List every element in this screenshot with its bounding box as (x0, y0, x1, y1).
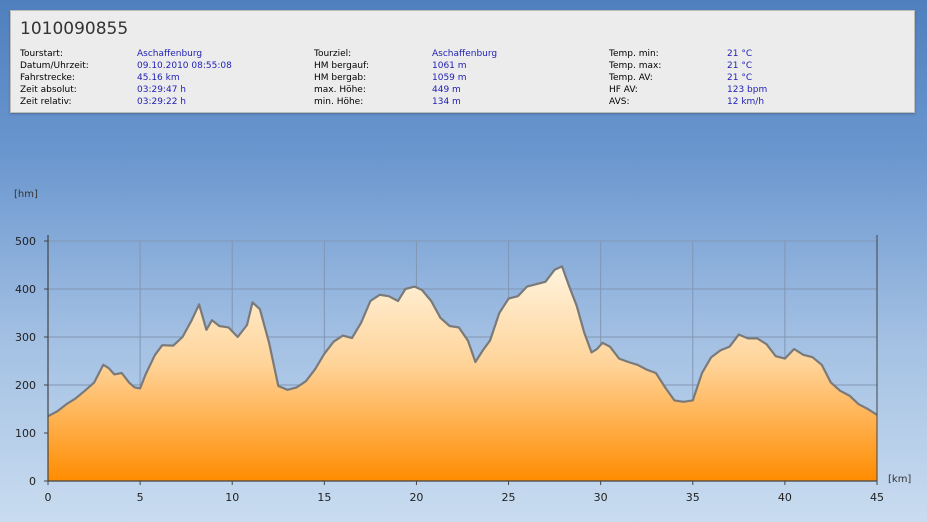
info-label-min-hoehe: min. Höhe: (314, 97, 364, 107)
info-value-tourziel: Aschaffenburg (432, 49, 498, 59)
y-tick-label: 400 (15, 283, 36, 296)
info-label-tourziel: Tourziel: (314, 49, 352, 59)
x-tick-label: 45 (870, 491, 884, 504)
y-tick-label: 200 (15, 379, 36, 392)
x-tick-label: 0 (45, 491, 52, 504)
info-value-hm-bergauf: 1061 m (432, 61, 467, 71)
info-label-hm-bergauf: HM bergauf: (314, 61, 369, 71)
x-axis-unit-label: [km] (888, 474, 911, 485)
chart-axes (44, 235, 878, 485)
info-label-avs: AVS: (609, 97, 630, 107)
x-tick-label: 40 (778, 491, 792, 504)
x-tick-label: 5 (137, 491, 144, 504)
y-tick-label: 500 (15, 235, 36, 248)
info-value-tourstart: Aschaffenburg (137, 49, 203, 59)
tour-title: 1010090855 (20, 19, 129, 39)
info-label-temp-min: Temp. min: (609, 49, 659, 59)
info-value-max-hoehe: 449 m (432, 85, 461, 95)
elevation-line (47, 265, 878, 418)
y-tick-label: 100 (15, 427, 36, 440)
info-label-fahrstrecke: Fahrstrecke: (20, 73, 75, 83)
info-label-tourstart: Tourstart: (20, 49, 63, 59)
tour-info-panel: 1010090855 Tourstart: Aschaffenburg Datu… (10, 10, 915, 113)
x-tick-label: 20 (409, 491, 423, 504)
info-value-zeit-relativ: 03:29:22 h (137, 97, 186, 107)
info-value-temp-min: 21 °C (727, 49, 753, 59)
x-tick-label: 15 (317, 491, 331, 504)
info-label-datum: Datum/Uhrzeit: (20, 61, 89, 71)
y-tick-label: 0 (29, 475, 36, 488)
info-label-zeit-absolut: Zeit absolut: (20, 85, 77, 95)
x-tick-label: 25 (502, 491, 516, 504)
elevation-area (48, 266, 877, 481)
info-value-fahrstrecke: 45.16 km (137, 73, 180, 83)
info-value-min-hoehe: 134 m (432, 97, 461, 107)
info-value-zeit-absolut: 03:29:47 h (137, 85, 186, 95)
x-tick-label: 10 (225, 491, 239, 504)
x-tick-label: 30 (594, 491, 608, 504)
info-label-zeit-relativ: Zeit relativ: (20, 97, 72, 107)
x-tick-label: 35 (686, 491, 700, 504)
info-value-temp-av: 21 °C (727, 73, 753, 83)
info-value-temp-max: 21 °C (727, 61, 753, 71)
info-label-temp-max: Temp. max: (609, 61, 662, 71)
y-axis-unit-label: [hm] (14, 189, 38, 200)
info-label-max-hoehe: max. Höhe: (314, 85, 366, 95)
info-value-hf-av: 123 bpm (727, 85, 768, 95)
info-label-hm-bergab: HM bergab: (314, 73, 367, 83)
chart-tick-labels: 0 100 200 300 400 500 0 5 10 15 20 25 30 35 40 45 (15, 235, 884, 504)
info-value-datum: 09.10.2010 08:55:08 (137, 61, 232, 71)
y-tick-label: 300 (15, 331, 36, 344)
info-value-hm-bergab: 1059 m (432, 73, 467, 83)
info-label-hf-av: HF AV: (609, 85, 638, 95)
info-value-avs: 12 km/h (727, 97, 765, 107)
info-label-temp-av: Temp. AV: (609, 73, 653, 83)
